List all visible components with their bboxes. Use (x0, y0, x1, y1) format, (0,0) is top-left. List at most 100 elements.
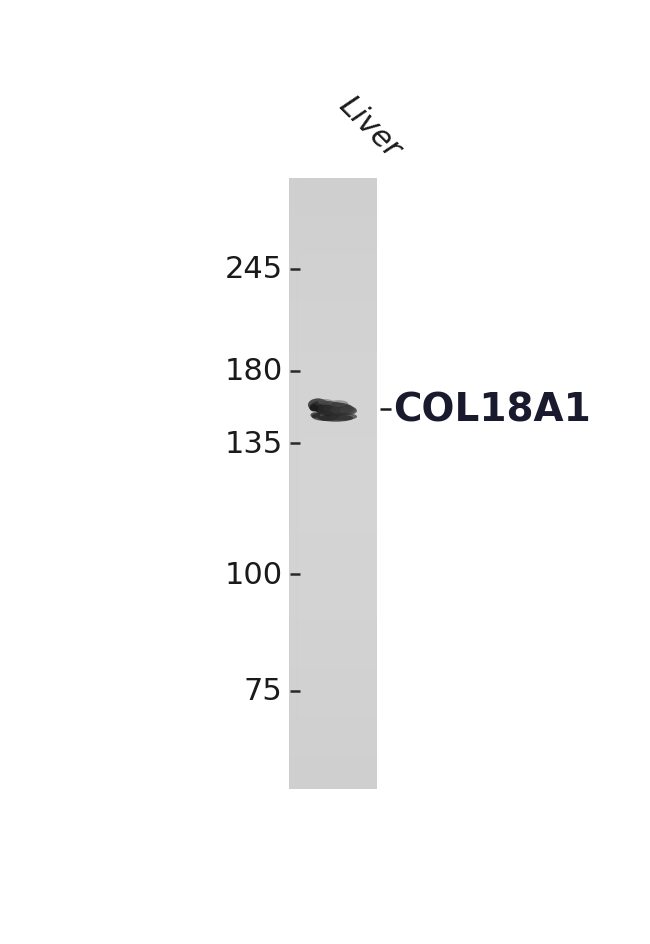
Bar (289, 480, 377, 484)
Bar (289, 429, 377, 432)
Bar (289, 472, 377, 475)
Bar (289, 267, 377, 270)
Text: 180: 180 (224, 357, 283, 386)
Bar (289, 591, 377, 594)
Bar (289, 728, 377, 732)
Text: 135: 135 (224, 430, 283, 459)
Ellipse shape (323, 403, 354, 415)
Ellipse shape (313, 402, 343, 415)
Bar (289, 655, 377, 658)
Bar (289, 274, 377, 277)
Bar (289, 621, 377, 624)
Bar (289, 774, 377, 777)
Bar (289, 228, 377, 230)
Bar (289, 707, 377, 710)
Bar (289, 420, 377, 423)
Bar (289, 182, 377, 185)
Bar (289, 380, 377, 383)
Bar (289, 337, 377, 341)
Text: 100: 100 (225, 561, 283, 589)
Bar (289, 230, 377, 234)
Bar (289, 771, 377, 774)
Bar (289, 234, 377, 237)
Bar (289, 725, 377, 728)
Bar (289, 411, 377, 413)
Bar (289, 197, 377, 200)
Bar (289, 484, 377, 487)
Bar (289, 417, 377, 420)
Bar (289, 435, 377, 438)
Bar (289, 447, 377, 450)
Bar (289, 178, 377, 182)
Bar (289, 765, 377, 767)
Bar (289, 356, 377, 359)
Bar (289, 631, 377, 633)
Bar (289, 353, 377, 356)
Bar (289, 744, 377, 747)
Bar (289, 212, 377, 215)
Text: Liver: Liver (333, 91, 406, 164)
Ellipse shape (312, 413, 339, 421)
Bar (289, 509, 377, 512)
Bar (289, 469, 377, 472)
Bar (289, 615, 377, 618)
Bar (289, 383, 377, 386)
Bar (289, 316, 377, 319)
Bar (289, 432, 377, 435)
Text: 245: 245 (225, 255, 283, 284)
Bar (289, 270, 377, 274)
Bar (289, 371, 377, 374)
Bar (289, 536, 377, 539)
Bar (289, 423, 377, 426)
Bar (289, 304, 377, 307)
Bar (289, 524, 377, 527)
Bar (289, 505, 377, 509)
Bar (289, 609, 377, 613)
Bar (289, 378, 377, 380)
Bar (289, 673, 377, 676)
Bar (289, 646, 377, 649)
Bar (289, 252, 377, 255)
Bar (289, 767, 377, 771)
Bar (289, 780, 377, 784)
Bar (289, 584, 377, 588)
Bar (289, 683, 377, 685)
Bar (289, 532, 377, 536)
Bar (289, 334, 377, 337)
Bar (289, 499, 377, 502)
Bar (289, 374, 377, 378)
Ellipse shape (308, 399, 328, 412)
Bar (289, 517, 377, 521)
Bar (289, 649, 377, 652)
Bar (289, 542, 377, 545)
Bar (289, 747, 377, 750)
Text: 75: 75 (244, 677, 283, 705)
Bar (289, 530, 377, 532)
Bar (289, 493, 377, 497)
Bar (289, 640, 377, 643)
Bar (289, 465, 377, 469)
Ellipse shape (339, 407, 357, 415)
Bar (289, 685, 377, 688)
Bar (289, 426, 377, 429)
Ellipse shape (318, 399, 333, 406)
Bar (289, 441, 377, 445)
Bar (289, 676, 377, 680)
Bar (289, 264, 377, 267)
Bar (289, 438, 377, 441)
Bar (289, 606, 377, 609)
Bar (289, 301, 377, 304)
Bar (289, 307, 377, 310)
Bar (289, 240, 377, 243)
Bar (289, 413, 377, 417)
Bar (289, 297, 377, 301)
Bar (289, 551, 377, 554)
Bar (289, 554, 377, 557)
Bar (289, 203, 377, 206)
Bar (289, 561, 377, 564)
Bar (289, 566, 377, 569)
Bar (289, 359, 377, 362)
Ellipse shape (318, 415, 354, 422)
Bar (289, 487, 377, 490)
Bar (289, 759, 377, 762)
